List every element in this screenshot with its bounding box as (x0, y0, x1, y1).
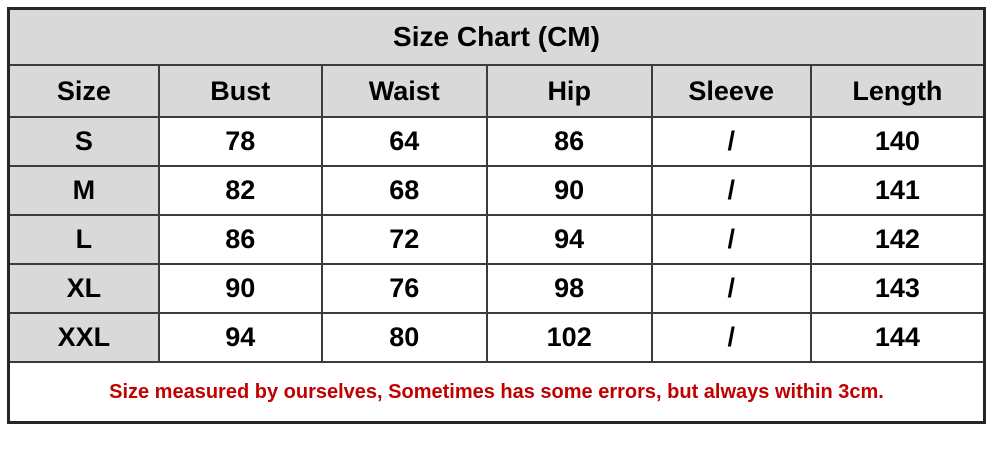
table-row-xxl: XXL 94 80 102/144 (7, 312, 986, 363)
note-text: Size measured by ourselves, Sometimes ha… (7, 361, 986, 424)
column-header-waist: Waist (320, 64, 488, 118)
measurement-value: / (650, 312, 812, 363)
note-row: Size measured by ourselves, Sometimes ha… (7, 361, 986, 424)
measurement-value: 94 (157, 312, 323, 363)
measurement-value: 98 (485, 263, 653, 314)
measurement-value: 94 (485, 214, 653, 265)
measurement-value: 143 (809, 263, 986, 314)
column-header-size: Size (7, 64, 160, 118)
measurement-value: 90 (157, 263, 323, 314)
table-row-l: L 86 72 94/142 (7, 214, 986, 265)
measurement-value: 90 (485, 165, 653, 216)
size-label: S (7, 116, 160, 167)
measurement-value: 78 (157, 116, 323, 167)
measurement-value: 64 (320, 116, 488, 167)
measurement-value: 140 (809, 116, 986, 167)
measurement-value: 102 (485, 312, 653, 363)
measurement-value: 68 (320, 165, 488, 216)
column-header-bust: Bust (157, 64, 323, 118)
measurement-value: 86 (157, 214, 323, 265)
table-row-xl: XL 90 76 98/143 (7, 263, 986, 314)
size-chart-table: Size Chart (CM) Size Bust Waist Hip Sleeve Le… (7, 7, 986, 424)
size-label: XXL (7, 312, 160, 363)
measurement-value: 80 (320, 312, 488, 363)
measurement-value: / (650, 214, 812, 265)
measurement-value: 86 (485, 116, 653, 167)
measurement-value: 142 (809, 214, 986, 265)
table-title: Size Chart (CM) (7, 7, 986, 66)
measurement-value: 72 (320, 214, 488, 265)
title-row: Size Chart (CM) (7, 7, 986, 66)
measurement-value: 144 (809, 312, 986, 363)
measurement-value: / (650, 165, 812, 216)
measurement-value: 82 (157, 165, 323, 216)
column-header-length: Length (809, 64, 986, 118)
measurement-value: / (650, 116, 812, 167)
column-header-sleeve: Sleeve (650, 64, 812, 118)
size-label: L (7, 214, 160, 265)
size-label: XL (7, 263, 160, 314)
header-row: Size Bust Waist Hip Sleeve Length (7, 64, 986, 118)
measurement-value: / (650, 263, 812, 314)
measurement-value: 76 (320, 263, 488, 314)
measurement-value: 141 (809, 165, 986, 216)
column-header-hip: Hip (485, 64, 653, 118)
table-row-m: M 82 68 90/141 (7, 165, 986, 216)
table-row-s: S 78 64 86/140 (7, 116, 986, 167)
size-label: M (7, 165, 160, 216)
